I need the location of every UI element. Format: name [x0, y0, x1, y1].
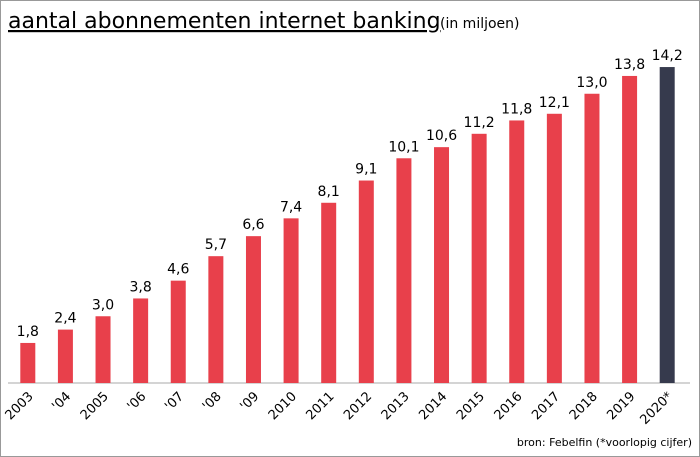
bar: [170, 280, 186, 383]
value-label: 10,1: [388, 139, 419, 155]
bar: [434, 147, 450, 383]
value-label: 9,1: [355, 162, 377, 178]
bar: [584, 93, 600, 383]
bar: [133, 298, 149, 383]
bar: [471, 133, 487, 383]
value-label: 14,2: [652, 48, 683, 64]
value-label: 4,6: [167, 262, 189, 278]
value-label: 7,4: [280, 199, 302, 215]
bar: [396, 158, 412, 383]
value-label: 2,4: [54, 311, 76, 327]
bar: [57, 329, 73, 383]
bar: [208, 256, 224, 383]
value-label: 1,8: [17, 324, 39, 340]
value-label: 11,8: [501, 101, 532, 117]
bar: [321, 202, 337, 383]
bar: [95, 316, 111, 383]
value-label: 3,0: [92, 297, 114, 313]
value-label: 11,2: [464, 115, 495, 131]
chart-subtitle: (in miljoen): [440, 16, 520, 32]
value-label: 12,1: [539, 95, 570, 111]
value-label: 10,6: [426, 128, 457, 144]
value-label: 3,8: [130, 279, 152, 295]
bar: [358, 180, 374, 383]
chart-title: aantal abonnementen internet banking: [8, 9, 441, 34]
source-note: bron: Febelfin (*voorlopig cijfer): [517, 436, 692, 449]
bar: [283, 218, 299, 383]
bar: [20, 342, 36, 383]
value-label: 6,6: [242, 217, 264, 233]
bar: [509, 120, 525, 383]
value-label: 8,1: [318, 184, 340, 200]
bar: [546, 113, 562, 384]
bar: [245, 236, 261, 383]
bar: [622, 75, 638, 383]
value-label: 13,8: [614, 57, 645, 73]
value-label: 5,7: [205, 237, 227, 253]
value-label: 13,0: [576, 75, 607, 91]
bar: [659, 67, 675, 384]
